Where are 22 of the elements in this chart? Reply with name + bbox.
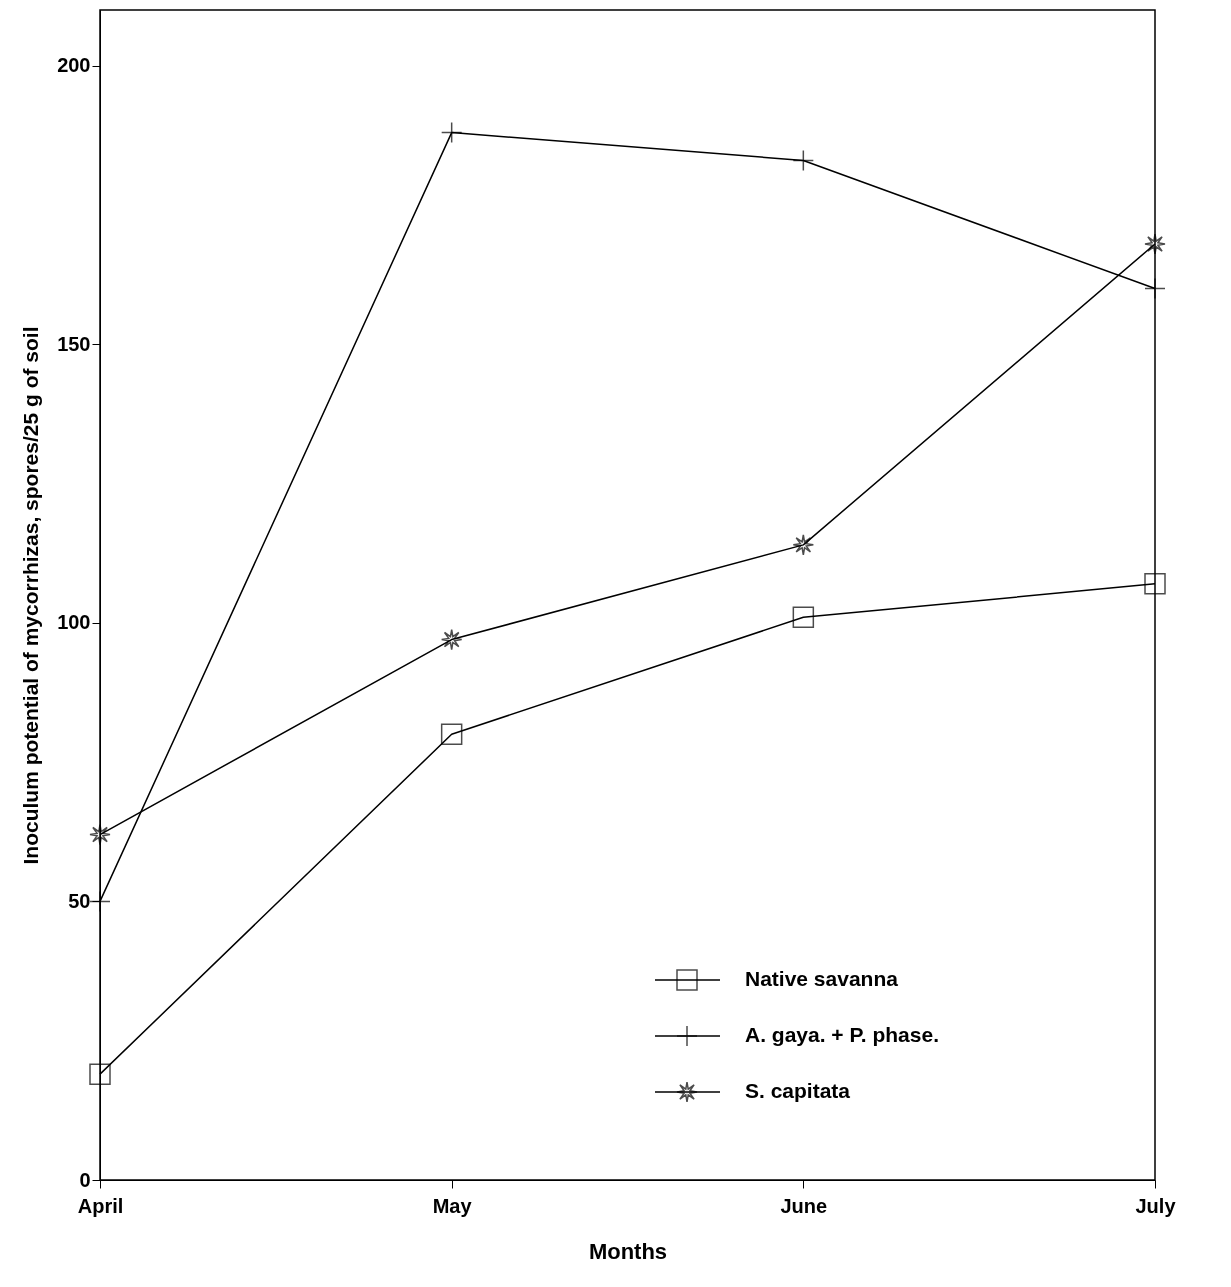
y-tick-label: 200 (57, 54, 91, 77)
legend-label: S. capitata (745, 1079, 851, 1102)
y-tick-label: 150 (57, 332, 91, 355)
point (1144, 233, 1166, 255)
x-tick-label: May (432, 1194, 473, 1217)
y-tick-label: 0 (79, 1168, 91, 1191)
point (89, 1063, 111, 1085)
legend-label: Native savanna (745, 967, 899, 990)
x-tick-label: April (77, 1194, 124, 1217)
point (440, 628, 463, 651)
x-axis-title: Months (588, 1238, 668, 1264)
point (440, 723, 463, 746)
point (792, 534, 815, 556)
x-tick-label: July (1135, 1194, 1177, 1217)
y-tick-label: 50 (68, 889, 91, 912)
x-tick-label: June (780, 1194, 828, 1217)
legend-label: A. gaya. + P. phase. (745, 1023, 939, 1046)
point (89, 823, 111, 846)
y-axis-title: Inoculum potential of mycorrhizas, spores/25 g of soil (19, 326, 43, 865)
point (1144, 573, 1166, 595)
y-tick-label: 100 (57, 611, 91, 634)
point (792, 606, 815, 629)
